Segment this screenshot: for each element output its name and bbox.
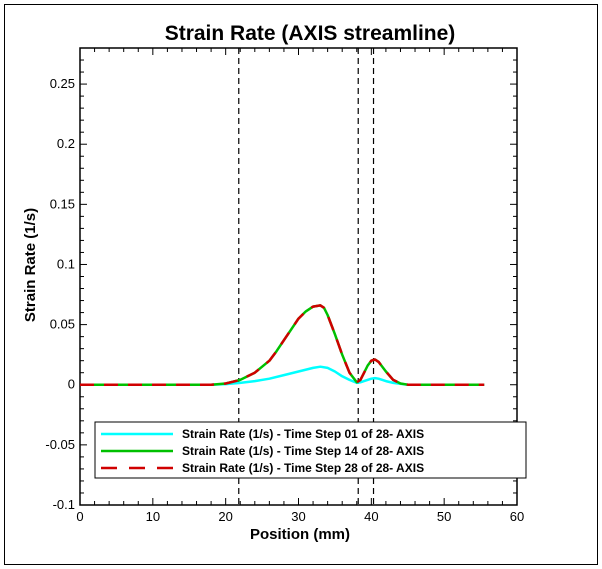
- y-tick-label: 0.25: [50, 76, 75, 91]
- series-line-3: [80, 304, 485, 386]
- y-tick-label: 0.1: [57, 256, 75, 271]
- chart-title: Strain Rate (AXIS streamline): [165, 22, 456, 45]
- x-tick-label: 40: [364, 509, 378, 524]
- y-tick-label: 0.05: [50, 317, 75, 332]
- y-axis-label: Strain Rate (1/s): [22, 208, 39, 322]
- y-tick-label: -0.1: [53, 497, 75, 512]
- series-line-2: [80, 304, 485, 386]
- legend-label-3: Strain Rate (1/s) - Time Step 28 of 28- …: [182, 461, 424, 475]
- x-tick-label: 10: [146, 509, 160, 524]
- x-axis-label: Position (mm): [250, 526, 350, 543]
- x-tick-label: 50: [437, 509, 451, 524]
- x-tick-label: 20: [218, 509, 232, 524]
- legend-label-1: Strain Rate (1/s) - Time Step 01 of 28- …: [182, 427, 424, 441]
- legend-label-2: Strain Rate (1/s) - Time Step 14 of 28- …: [182, 444, 424, 458]
- y-tick-label: 0.2: [57, 136, 75, 151]
- y-tick-label: -0.05: [45, 437, 75, 452]
- series-layer: [80, 304, 485, 386]
- legend: Strain Rate (1/s) - Time Step 01 of 28- …: [94, 421, 527, 479]
- y-tick-label: 0: [68, 377, 75, 392]
- x-tick-label: 0: [76, 509, 83, 524]
- x-tick-label: 30: [291, 509, 305, 524]
- series-line-1: [80, 365, 485, 386]
- y-tick-label: 0.15: [50, 196, 75, 211]
- chart-frame: [4, 4, 598, 565]
- x-tick-label: 60: [510, 509, 524, 524]
- axis-ticks: 0 10 20 30 40 50 60 -0.1 -0.05 0 0.05 0.1 0.15 0.2 0.2…: [45, 47, 524, 524]
